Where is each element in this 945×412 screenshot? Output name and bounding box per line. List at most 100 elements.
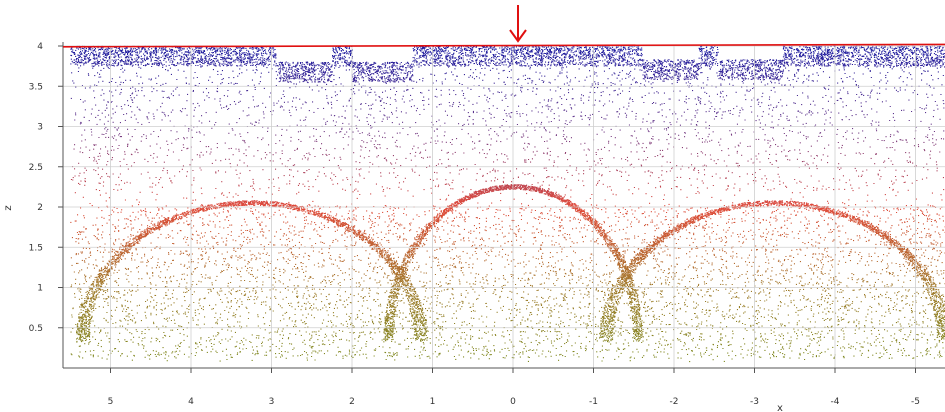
scatter-point-group: [223, 202, 844, 204]
scatter-point-group: [76, 337, 945, 340]
scatter-point-group: [133, 161, 911, 164]
scatter-point-group: [100, 269, 945, 272]
scatter-point-group: [78, 56, 945, 58]
scatter-point-group: [84, 87, 935, 90]
scatter-point-group: [111, 254, 940, 257]
scatter-point-group: [75, 241, 943, 244]
scatter-point-group: [170, 129, 945, 132]
scatter-point-group: [216, 203, 814, 206]
scatter-point-group: [103, 92, 881, 95]
scatter-point-group: [136, 106, 921, 109]
scatter-point-group: [82, 151, 907, 154]
y-axis-ticks: 0.5 1 1.5 2 2.5 3 3.5 4: [29, 42, 63, 334]
scatter-point-group: [81, 134, 895, 137]
plot-frame: [62, 42, 945, 369]
scatter-point-group: [106, 163, 938, 166]
scatter-point-group: [70, 58, 944, 61]
scatter-point-group: [111, 159, 822, 161]
scatter-point-group: [93, 90, 899, 93]
scatter-point-group: [71, 49, 942, 53]
scatter-point-group: [125, 79, 923, 82]
scatter-point-group: [100, 267, 928, 270]
scatter-point-group: [77, 64, 938, 67]
scatter-point-group: [153, 152, 877, 155]
scatter-point-group: [124, 103, 812, 106]
scatter-point-group: [81, 139, 885, 142]
scatter-point-group: [100, 69, 903, 72]
scatter-point-group: [131, 110, 913, 113]
scatter-point-group: [81, 259, 939, 261]
scatter-point-group: [268, 187, 860, 189]
scatter-point-group: [79, 350, 945, 353]
scatter-point-group: [74, 191, 801, 194]
scatter-point-group: [82, 247, 935, 250]
scatter-point-group: [124, 199, 943, 202]
scatter-point-group: [84, 310, 945, 313]
scatter-point-group: [80, 65, 943, 67]
scatter-point-group: [80, 98, 879, 101]
scatter-point-group: [111, 78, 913, 81]
grid-lines: [63, 45, 945, 368]
scatter-point-group: [81, 238, 911, 241]
scatter-point-group: [74, 219, 944, 222]
scatter-point-group: [78, 290, 940, 294]
x-tick-label: 2: [349, 397, 355, 407]
scatter-point-group: [72, 176, 944, 179]
scatter-point-group: [79, 304, 944, 309]
scatter-point-group: [96, 217, 941, 220]
scatter-point-group: [140, 140, 898, 143]
scatter-point-group: [78, 319, 945, 323]
scatter-point-group: [113, 210, 928, 214]
scatter-point-group: [125, 244, 937, 246]
scatter-point-group: [76, 57, 937, 60]
scatter-point-group: [166, 360, 725, 363]
scatter-point-group: [162, 208, 918, 211]
scatter-point-group: [82, 309, 945, 312]
scatter-point-group: [70, 178, 897, 181]
scatter-point-group: [84, 100, 936, 103]
scatter-point-group: [80, 251, 943, 254]
scatter-point-group: [72, 80, 904, 83]
scatter-point-group: [106, 107, 945, 110]
scatter-point-group: [77, 288, 940, 291]
scatter-point-group: [95, 169, 938, 172]
scatter-point-group: [136, 148, 925, 151]
scatter-point-group: [84, 261, 943, 264]
scatter-point-group: [107, 120, 922, 123]
scatter-point-group: [97, 273, 930, 276]
y-tick-label: 1: [37, 284, 43, 294]
scatter-point-group: [190, 124, 880, 127]
scatter-point-group: [114, 347, 944, 351]
scatter-point-group: [279, 157, 890, 160]
scatter-point-group: [281, 163, 928, 165]
scatter-point-group: [384, 195, 562, 197]
scatter-point-group: [78, 338, 936, 341]
scatter-point-group: [78, 317, 944, 319]
scatter-point-group: [106, 222, 924, 225]
scatter-point-group: [97, 249, 941, 252]
scatter-point-group: [106, 130, 935, 133]
scatter-point-group: [81, 300, 943, 304]
scatter-point-group: [85, 227, 926, 230]
scatter-point-group: [96, 264, 937, 268]
scatter-point-group: [106, 358, 806, 361]
scatter-point-group: [162, 96, 929, 99]
scatter-point-group: [120, 88, 887, 91]
scatter-point-group: [77, 70, 929, 73]
scatter-point-group: [83, 259, 939, 263]
scatter-point-group: [82, 101, 883, 104]
scatter-point-group: [163, 161, 937, 163]
scatter-point-group: [93, 65, 925, 68]
scatter-point-group: [98, 272, 943, 275]
scatter-point-group: [81, 268, 926, 271]
scatter-point-group: [108, 219, 902, 221]
scatter-point-group: [79, 355, 943, 359]
scatter-point-group: [111, 157, 931, 159]
scatter-point-group: [127, 218, 933, 221]
scatter-point-group: [108, 153, 877, 156]
scatter-point-group: [105, 132, 860, 135]
scatter-point-group: [74, 167, 818, 170]
scatter-point-group: [73, 53, 945, 56]
scatter-point-group: [244, 141, 934, 144]
scatter-point-group: [232, 195, 804, 198]
